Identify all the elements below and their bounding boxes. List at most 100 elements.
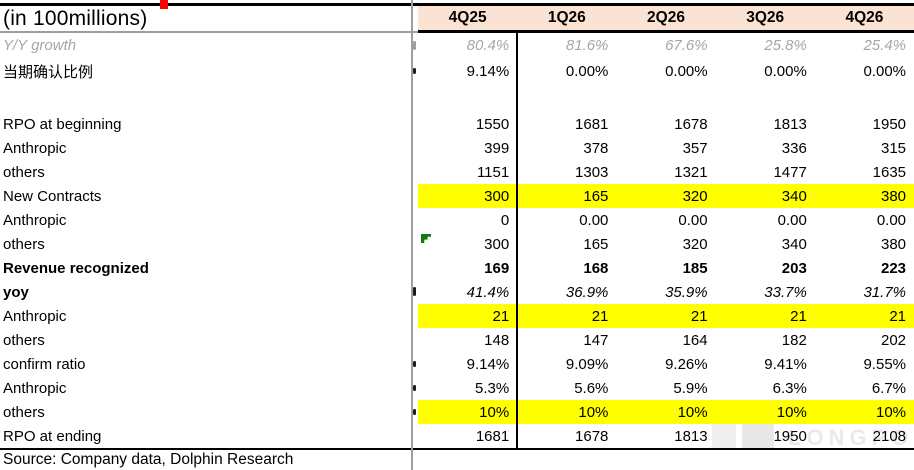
cell[interactable]: 21 — [690, 307, 708, 325]
cell[interactable]: 1813 — [674, 427, 708, 445]
cell[interactable]: 9.41% — [764, 355, 807, 373]
cell[interactable]: 0.00 — [579, 211, 609, 229]
cell[interactable]: 6.3% — [772, 379, 807, 397]
cell[interactable]: 10% — [578, 403, 609, 421]
cell[interactable]: 185 — [682, 259, 708, 277]
cell[interactable]: 1303 — [575, 163, 609, 181]
cell[interactable]: 80.4% — [466, 37, 510, 54]
cell[interactable]: 1681 — [475, 427, 510, 445]
row-label[interactable]: Anthropic — [3, 379, 67, 397]
column-header-1q26[interactable]: 1Q26 — [547, 9, 586, 26]
cell[interactable]: 340 — [781, 235, 807, 253]
cell[interactable]: 0.00 — [777, 211, 807, 229]
column-header-2q26[interactable]: 2Q26 — [647, 9, 685, 26]
row-label[interactable]: others — [3, 235, 45, 253]
cell[interactable]: 9.55% — [863, 355, 907, 373]
cell[interactable]: 0.00% — [863, 62, 907, 80]
cell[interactable]: 1635 — [872, 163, 907, 181]
cell[interactable]: 399 — [484, 139, 510, 157]
cell[interactable]: 0 — [500, 211, 510, 229]
cell[interactable]: 9.14% — [466, 355, 510, 373]
cell[interactable]: 169 — [484, 259, 510, 277]
row-label[interactable]: 当期确认比例 — [3, 63, 94, 81]
row-label[interactable]: Y/Y growth — [3, 37, 77, 54]
cell[interactable]: 0.00% — [665, 62, 708, 80]
cell[interactable]: 0.00% — [565, 62, 609, 80]
cell[interactable]: 36.9% — [565, 283, 609, 301]
row-label[interactable]: others — [3, 403, 45, 421]
column-header-3q26[interactable]: 3Q26 — [746, 9, 785, 26]
cell[interactable]: 0.00% — [764, 62, 807, 80]
cell[interactable]: 165 — [583, 235, 609, 253]
cell[interactable]: 21 — [889, 307, 907, 325]
cell[interactable]: 5.6% — [574, 379, 609, 397]
cell[interactable]: 320 — [682, 187, 708, 205]
row-label[interactable]: others — [3, 163, 45, 181]
row-label[interactable]: others — [3, 331, 45, 349]
cell[interactable]: 1321 — [674, 163, 708, 181]
cell[interactable]: 164 — [682, 331, 708, 349]
cell[interactable]: 336 — [781, 139, 807, 157]
cell[interactable]: 10% — [875, 403, 907, 421]
cell[interactable]: 9.26% — [665, 355, 708, 373]
cell[interactable]: 1477 — [773, 163, 807, 181]
cell[interactable]: 2108 — [872, 427, 907, 445]
cell[interactable]: 380 — [880, 235, 907, 253]
cell[interactable]: 67.6% — [665, 37, 708, 54]
column-header-4q26[interactable]: 4Q26 — [845, 9, 884, 26]
cell[interactable]: 5.9% — [673, 379, 708, 397]
row-label[interactable]: New Contracts — [3, 187, 102, 205]
cell[interactable]: 9.09% — [565, 355, 609, 373]
cell[interactable]: 1678 — [674, 115, 708, 133]
cell[interactable]: 165 — [583, 187, 609, 205]
cell[interactable]: 21 — [492, 307, 510, 325]
cell[interactable]: 340 — [781, 187, 807, 205]
cell[interactable]: 10% — [776, 403, 807, 421]
cell[interactable]: 147 — [583, 331, 609, 349]
cell[interactable]: 1151 — [476, 163, 510, 181]
cell[interactable]: 5.3% — [475, 379, 510, 397]
cell[interactable]: 0.00 — [876, 211, 907, 229]
cell[interactable]: 1950 — [872, 115, 907, 133]
row-label[interactable]: confirm ratio — [3, 355, 86, 373]
cell[interactable]: 357 — [682, 139, 708, 157]
cell[interactable]: 41.4% — [466, 283, 510, 301]
row-label[interactable]: Anthropic — [3, 307, 67, 325]
cell[interactable]: 1550 — [475, 115, 510, 133]
cell[interactable]: 1950 — [773, 427, 807, 445]
cell[interactable]: 223 — [880, 259, 907, 277]
cell[interactable]: 25.8% — [764, 37, 807, 54]
cell[interactable]: 10% — [479, 403, 510, 421]
cell[interactable]: 1813 — [773, 115, 807, 133]
cell[interactable]: 33.7% — [764, 283, 807, 301]
row-label[interactable]: Revenue recognized — [3, 259, 149, 277]
row-label[interactable]: yoy — [3, 283, 29, 301]
cell[interactable]: 300 — [484, 187, 510, 205]
cell[interactable]: 81.6% — [565, 37, 609, 54]
cell[interactable]: 202 — [880, 331, 907, 349]
row-label[interactable]: Anthropic — [3, 139, 67, 157]
cell[interactable]: 1678 — [575, 427, 609, 445]
cell[interactable]: 182 — [781, 331, 807, 349]
cell[interactable]: 35.9% — [665, 283, 708, 301]
cell[interactable]: 300 — [418, 232, 517, 256]
cell[interactable]: 320 — [682, 235, 708, 253]
row-label[interactable]: Anthropic — [3, 211, 67, 229]
cell[interactable]: 31.7% — [863, 283, 907, 301]
unit-label[interactable]: (in 100millions) — [0, 6, 418, 33]
cell[interactable]: 380 — [880, 187, 907, 205]
row-label[interactable]: RPO at beginning — [3, 115, 122, 133]
cell[interactable]: 203 — [781, 259, 807, 277]
cell[interactable]: 378 — [583, 139, 609, 157]
cell[interactable]: 9.14% — [466, 62, 510, 80]
cell[interactable]: 148 — [484, 331, 510, 349]
cell[interactable]: 315 — [880, 139, 907, 157]
cell[interactable]: 10% — [677, 403, 708, 421]
cell[interactable]: 6.7% — [871, 379, 907, 397]
cell[interactable]: 25.4% — [863, 37, 907, 54]
cell[interactable]: 1681 — [575, 115, 609, 133]
cell[interactable]: 168 — [583, 259, 609, 277]
cell[interactable]: 21 — [790, 307, 807, 325]
column-header-4q25[interactable]: 4Q25 — [448, 9, 487, 26]
cell[interactable]: 0.00 — [678, 211, 708, 229]
